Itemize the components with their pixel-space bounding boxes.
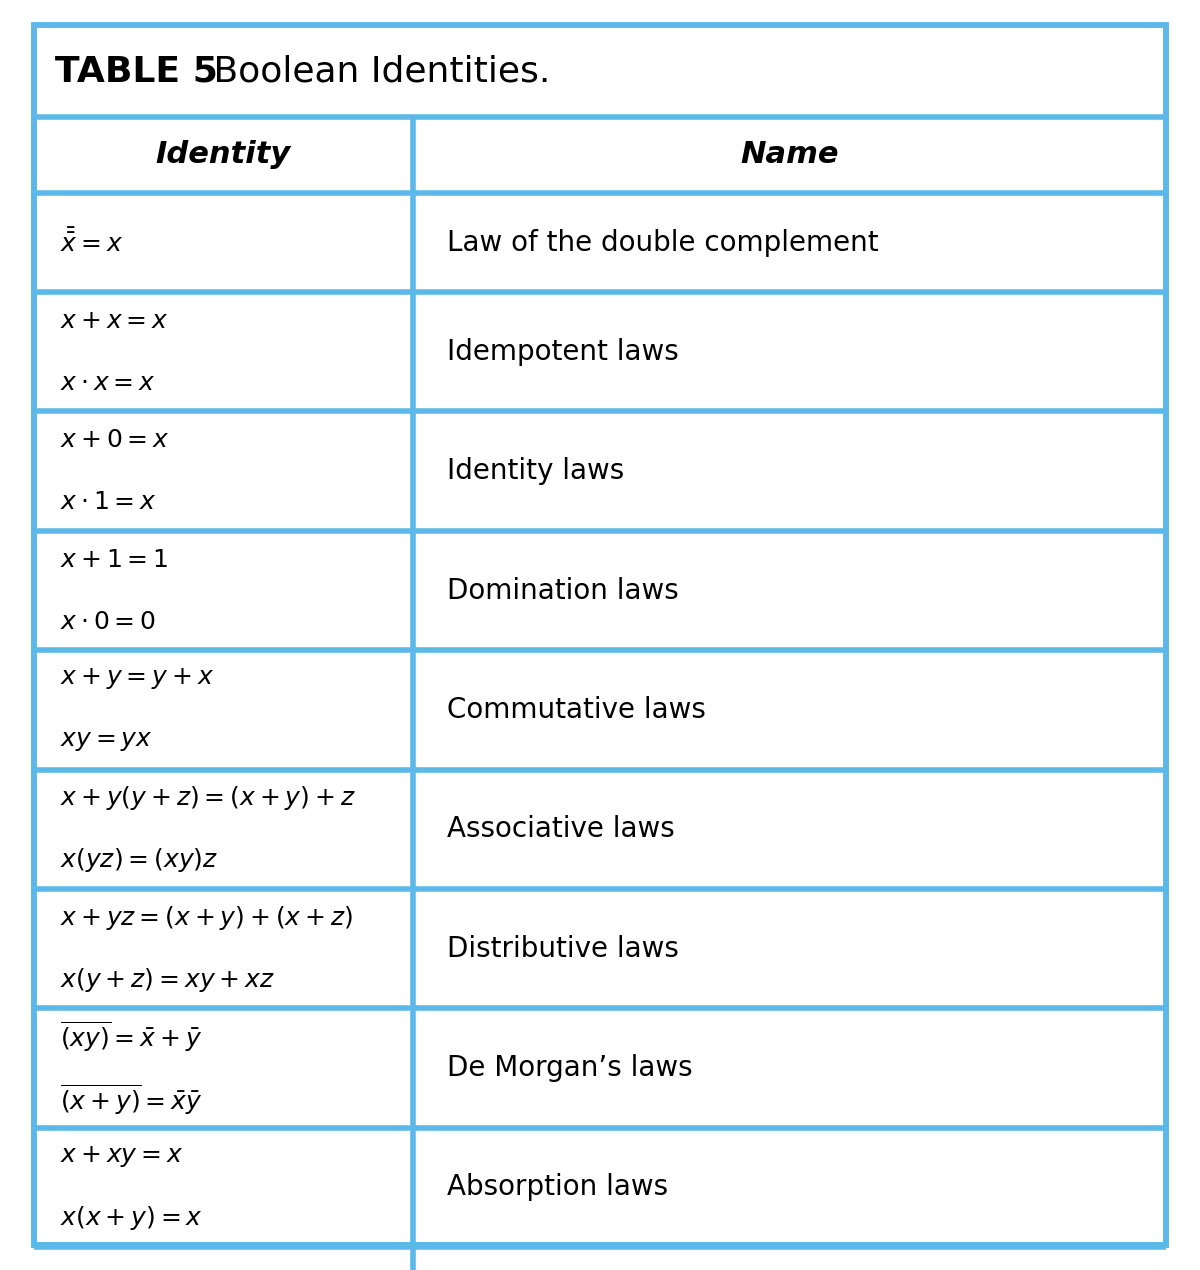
Text: $\overline{(x+y)} = \bar{x}\bar{y}$: $\overline{(x+y)} = \bar{x}\bar{y}$ [60, 1082, 203, 1116]
Text: $x(yz) = (xy)z$: $x(yz) = (xy)z$ [60, 846, 218, 874]
Text: TABLE 5: TABLE 5 [55, 55, 218, 88]
Text: $x + xy = x$: $x + xy = x$ [60, 1144, 184, 1168]
Text: De Morgan’s laws: De Morgan’s laws [446, 1054, 692, 1082]
Text: Identity: Identity [156, 141, 290, 169]
Text: Law of the double complement: Law of the double complement [446, 229, 878, 257]
Text: Associative laws: Associative laws [446, 815, 674, 843]
Text: $\bar{\bar{x}} = x$: $\bar{\bar{x}} = x$ [60, 229, 124, 257]
Text: Distributive laws: Distributive laws [446, 935, 678, 963]
Text: $x \cdot 0 = 0$: $x \cdot 0 = 0$ [60, 610, 156, 634]
Text: $x \cdot 1 = x$: $x \cdot 1 = x$ [60, 490, 157, 514]
Text: $x + y(y + z) = (x + y) + z$: $x + y(y + z) = (x + y) + z$ [60, 785, 355, 813]
Text: Domination laws: Domination laws [446, 577, 678, 605]
Text: $xy = yx$: $xy = yx$ [60, 729, 152, 753]
Text: $x(y + z) = xy + xz$: $x(y + z) = xy + xz$ [60, 965, 275, 993]
Text: Absorption laws: Absorption laws [446, 1173, 668, 1201]
Text: Identity laws: Identity laws [446, 457, 624, 485]
Text: $\overline{(xy)} = \bar{x} + \bar{y}$: $\overline{(xy)} = \bar{x} + \bar{y}$ [60, 1020, 203, 1054]
Text: $x + 0 = x$: $x + 0 = x$ [60, 428, 169, 452]
Text: Idempotent laws: Idempotent laws [446, 338, 678, 366]
Text: $x(x + y) = x$: $x(x + y) = x$ [60, 1204, 203, 1232]
Text: $x + y = y + x$: $x + y = y + x$ [60, 667, 214, 691]
Text: Commutative laws: Commutative laws [446, 696, 706, 724]
Text: $x + 1 = 1$: $x + 1 = 1$ [60, 547, 168, 572]
Text: $x + yz = (x + y) + (x + z)$: $x + yz = (x + y) + (x + z)$ [60, 904, 353, 932]
Text: $x + x = x$: $x + x = x$ [60, 309, 169, 333]
Text: Name: Name [740, 141, 839, 169]
Text: Boolean Identities.: Boolean Identities. [202, 55, 550, 88]
Text: $x \cdot x = x$: $x \cdot x = x$ [60, 371, 156, 395]
